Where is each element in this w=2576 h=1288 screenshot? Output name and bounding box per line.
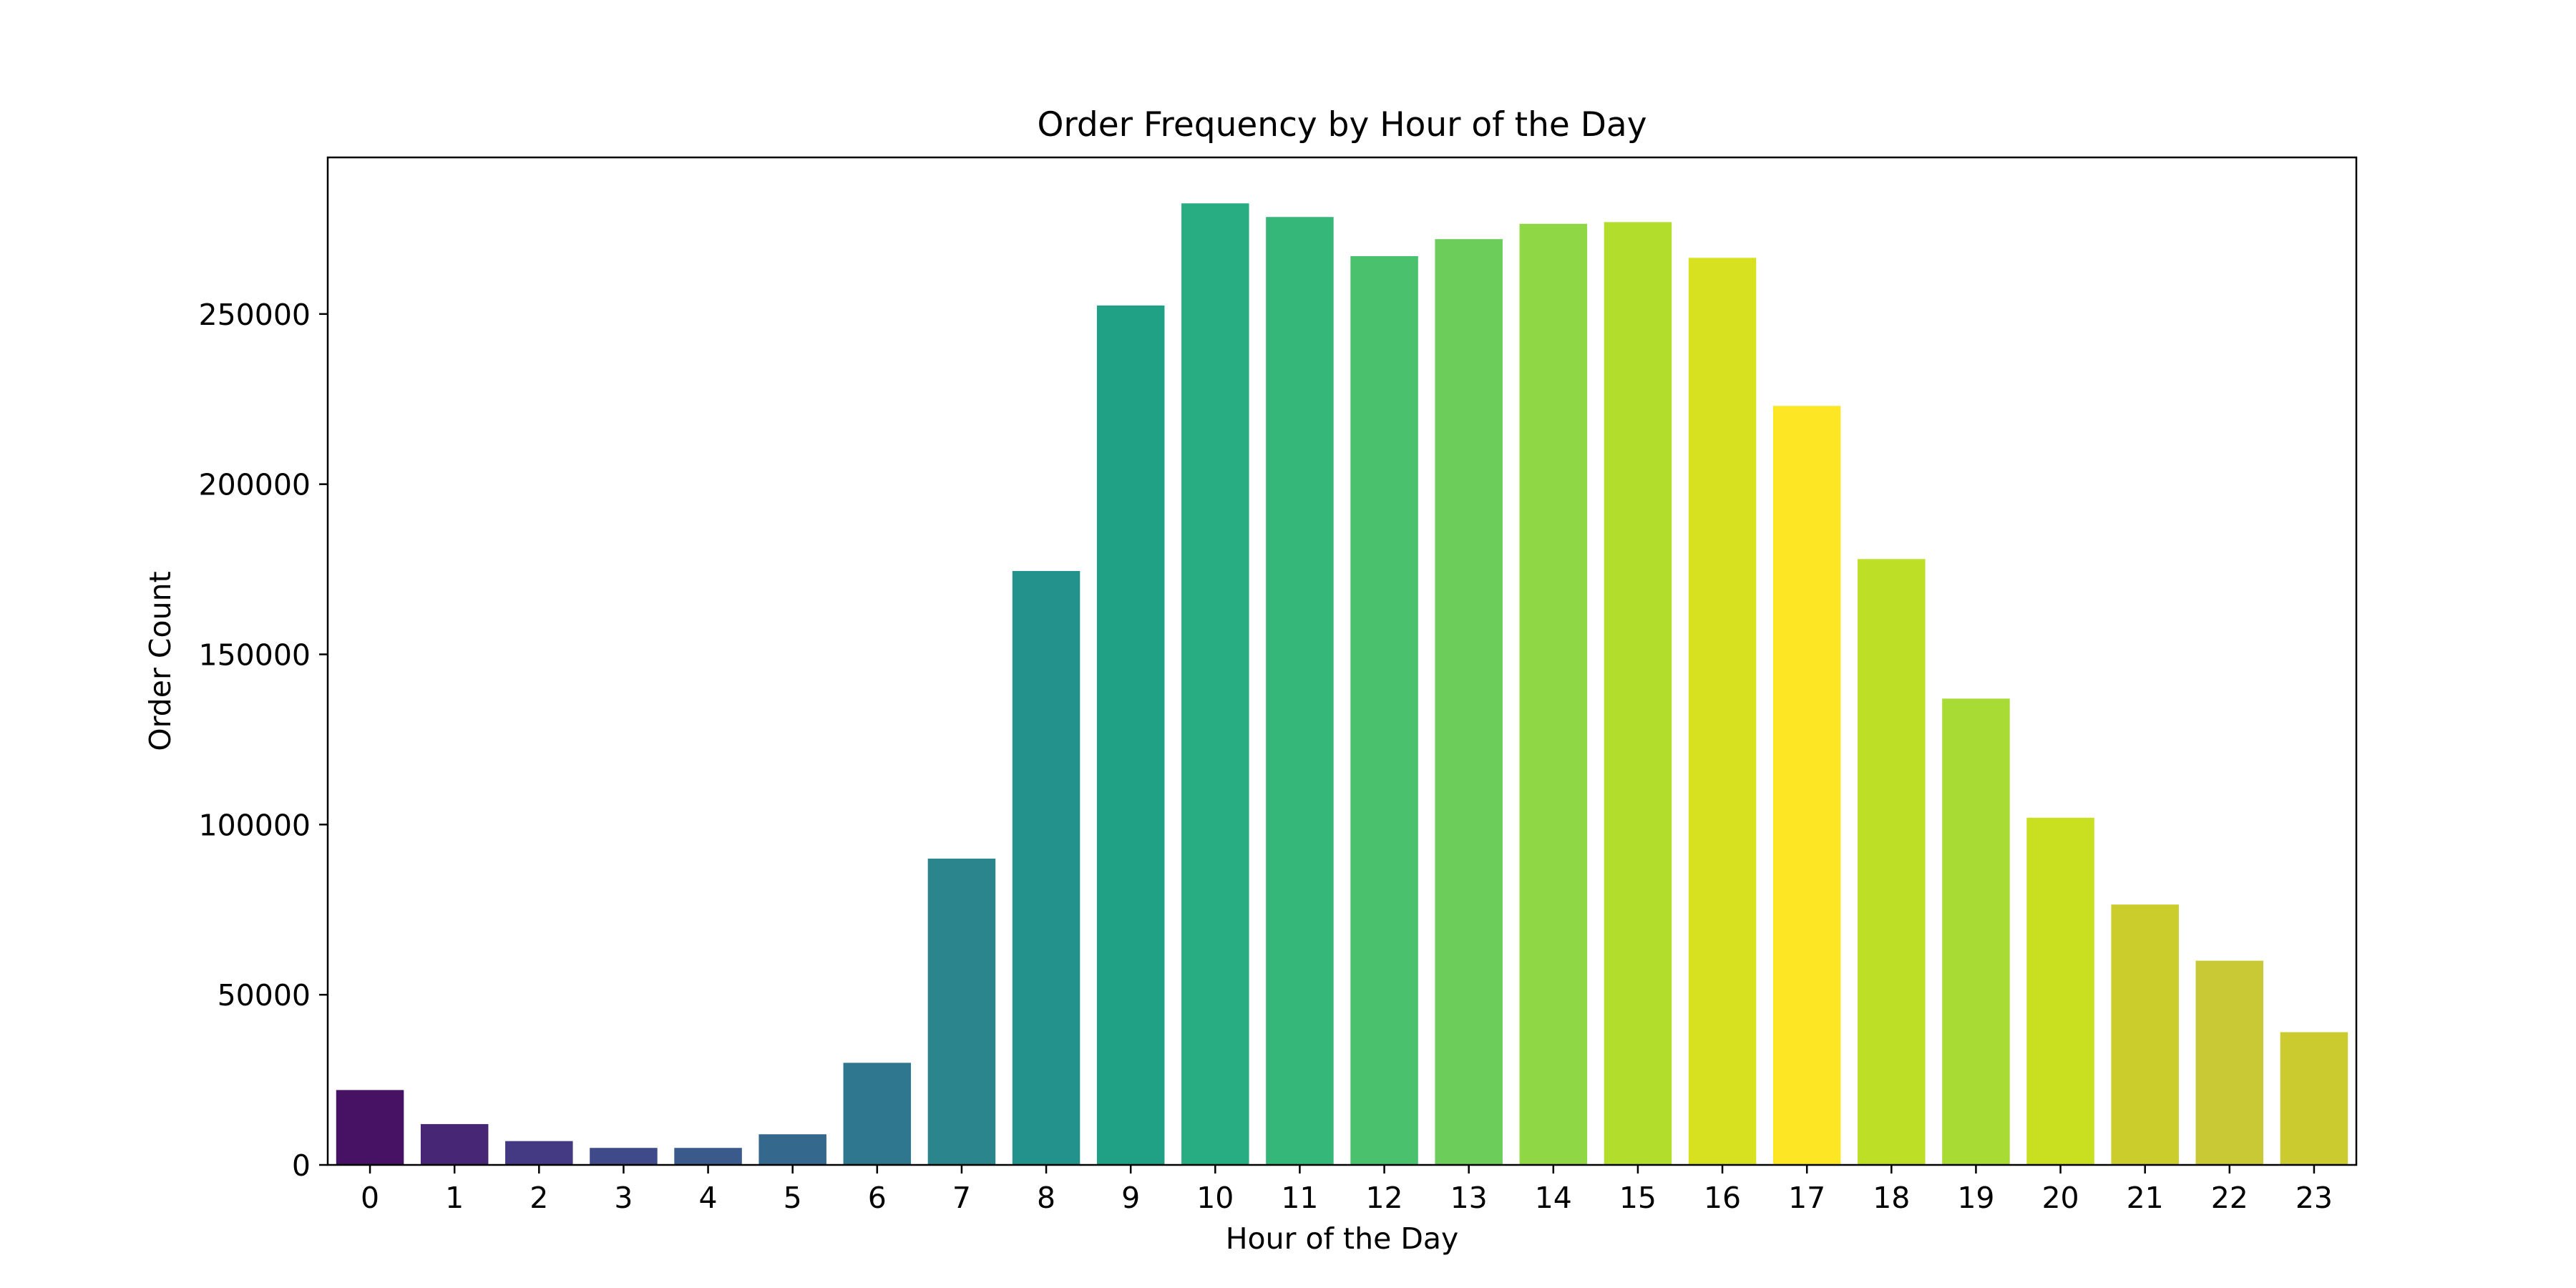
- bar-hour-17: [1772, 406, 1841, 1166]
- x-tick-label: 10: [1196, 1181, 1234, 1215]
- bar-hour-15: [1604, 222, 1672, 1165]
- x-tick-label: 11: [1281, 1181, 1318, 1215]
- bar-hour-8: [1012, 570, 1080, 1165]
- y-tick-label: 0: [292, 1148, 311, 1183]
- y-axis-ticks: 0 50000 100000 150000 200000 250000: [198, 298, 328, 1183]
- x-tick-label: 7: [952, 1181, 971, 1215]
- bar-hour-16: [1688, 258, 1757, 1165]
- bar-hour-11: [1266, 217, 1334, 1165]
- bar-hour-14: [1519, 223, 1588, 1166]
- x-axis-label: Hour of the Day: [1226, 1221, 1459, 1256]
- bar-hour-3: [590, 1148, 658, 1165]
- bar-hour-10: [1181, 203, 1249, 1166]
- bar-hour-18: [1858, 559, 1926, 1165]
- bar-hour-20: [2026, 817, 2094, 1165]
- x-tick-label: 17: [1788, 1181, 1825, 1215]
- bar-hour-1: [420, 1123, 489, 1165]
- x-tick-label: 22: [2211, 1181, 2248, 1215]
- bar-hour-5: [758, 1134, 826, 1165]
- x-tick-label: 23: [2296, 1181, 2333, 1215]
- bar-hour-12: [1350, 255, 1418, 1166]
- y-tick-label: 150000: [198, 638, 311, 672]
- x-tick-label: 1: [445, 1181, 464, 1215]
- bar-hour-13: [1435, 239, 1503, 1166]
- x-tick-label: 8: [1037, 1181, 1055, 1215]
- x-tick-label: 6: [868, 1181, 887, 1215]
- bar-hour-21: [2111, 904, 2179, 1165]
- plot-frame: [326, 156, 2358, 1166]
- bar-hour-23: [2280, 1032, 2348, 1165]
- x-tick-label: 13: [1450, 1181, 1488, 1215]
- y-axis-label: Order Count: [143, 571, 177, 751]
- x-tick-label: 0: [361, 1181, 379, 1215]
- bar-hour-0: [336, 1090, 404, 1165]
- x-tick-label: 12: [1365, 1181, 1402, 1215]
- chart-title: Order Frequency by Hour of the Day: [1037, 105, 1646, 145]
- bar-hour-2: [505, 1141, 573, 1165]
- bar-hour-7: [927, 858, 996, 1165]
- bar-hour-4: [674, 1148, 742, 1165]
- x-tick-label: 4: [699, 1181, 718, 1215]
- y-tick-label: 100000: [198, 808, 311, 842]
- x-tick-label: 19: [1957, 1181, 1994, 1215]
- bars-layer: [336, 203, 2348, 1166]
- x-axis-ticks: 0 1 2 3 4 5 6 7 8 9 10 11 12 13 14 15 16 17 18 19 20 21 22 23: [361, 1165, 2333, 1215]
- bar-hour-6: [843, 1063, 912, 1165]
- x-tick-label: 2: [530, 1181, 548, 1215]
- x-tick-label: 14: [1535, 1181, 1572, 1215]
- bar-hour-22: [2195, 960, 2264, 1165]
- x-tick-label: 3: [614, 1181, 633, 1215]
- x-tick-label: 5: [784, 1181, 802, 1215]
- x-tick-label: 21: [2127, 1181, 2164, 1215]
- y-tick-label: 50000: [218, 978, 311, 1013]
- x-tick-label: 15: [1619, 1181, 1657, 1215]
- bar-hour-9: [1096, 305, 1165, 1165]
- x-tick-label: 16: [1704, 1181, 1741, 1215]
- bar-hour-19: [1942, 698, 2010, 1165]
- x-tick-label: 18: [1873, 1181, 1910, 1215]
- y-tick-label: 200000: [198, 468, 311, 502]
- y-tick-label: 250000: [198, 298, 311, 332]
- x-tick-label: 20: [2041, 1181, 2079, 1215]
- x-tick-label: 9: [1121, 1181, 1140, 1215]
